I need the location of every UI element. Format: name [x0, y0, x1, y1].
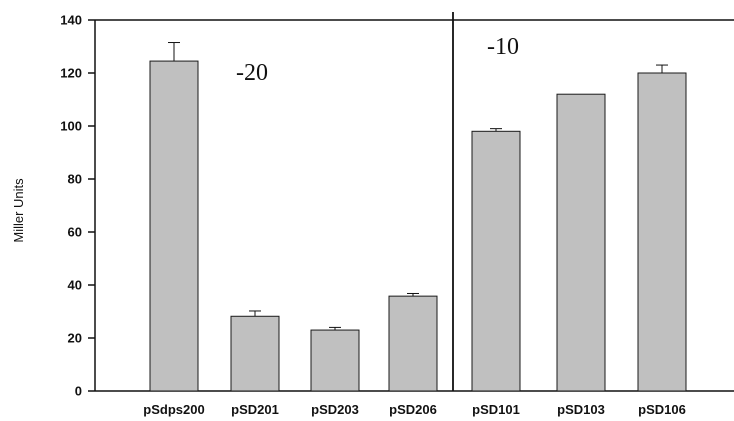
- y-tick-label: 60: [68, 225, 82, 240]
- y-tick-label: 0: [75, 384, 82, 399]
- bar-pSdps200: [149, 60, 199, 392]
- bar-pSD201: [230, 315, 280, 392]
- labels: 0 20 40 60 80 100 120 140 Miller Units pSdps200 pS…: [11, 13, 686, 418]
- x-tick-label: pSD101: [472, 402, 520, 417]
- bars: [149, 42, 687, 392]
- y-tick-label: 100: [60, 119, 82, 134]
- bar-pSD106: [637, 72, 687, 392]
- x-tick-label: pSD103: [557, 402, 605, 417]
- bar-pSD101: [471, 130, 521, 392]
- bar-pSD103: [556, 93, 606, 392]
- x-tick-label: pSD106: [638, 402, 686, 417]
- x-tick-label: pSD201: [231, 402, 279, 417]
- x-tick-label: pSD203: [311, 402, 359, 417]
- x-tick-label: pSD206: [389, 402, 437, 417]
- bar-pSD206: [388, 295, 438, 392]
- annotation-label: -10: [487, 34, 519, 60]
- bar-pSD203: [310, 329, 360, 392]
- y-tick-label: 140: [60, 13, 82, 28]
- y-axis-title: Miller Units: [11, 178, 26, 243]
- y-tick-label: 80: [68, 172, 82, 187]
- y-tick-label: 20: [68, 331, 82, 346]
- y-tick-label: 40: [68, 278, 82, 293]
- y-tick-label: 120: [60, 66, 82, 81]
- x-tick-label: pSdps200: [143, 402, 204, 417]
- annotation-label: -20: [236, 60, 268, 86]
